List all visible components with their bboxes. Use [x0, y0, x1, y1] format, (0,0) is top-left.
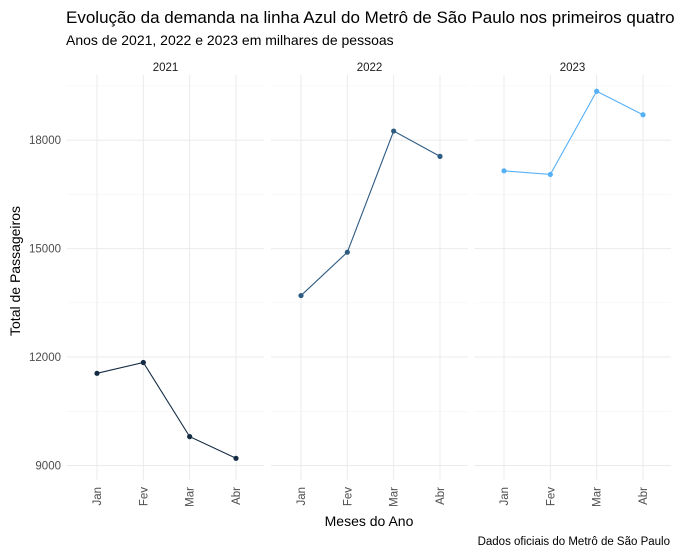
data-point: [233, 455, 239, 461]
y-tick-label: 18000: [29, 135, 61, 147]
data-point: [298, 292, 304, 299]
facet-label: 2023: [560, 62, 586, 74]
facet-panel-2023: 2023 Jan Fev Mar Abr: [474, 62, 671, 507]
chart-caption: Dados oficiais do Metrô de São Paulo: [478, 536, 670, 548]
y-axis-title: Total de Passageiros: [7, 206, 23, 336]
x-tick-label: Mar: [592, 487, 604, 507]
data-point: [501, 168, 507, 174]
data-point: [547, 171, 553, 178]
data-point: [391, 128, 397, 134]
data-point: [344, 249, 350, 255]
y-tick-label: 15000: [29, 244, 61, 256]
data-point: [140, 359, 146, 366]
data-point: [594, 88, 600, 94]
facet-panel-2022: 2022 Jan Fev Mar Abr: [271, 62, 468, 507]
x-tick-label: Fev: [545, 487, 557, 506]
y-tick-label: 12000: [29, 352, 61, 364]
x-tick-label: Mar: [185, 487, 197, 507]
y-tick-label: 9000: [35, 461, 61, 473]
data-point: [640, 112, 646, 118]
x-tick-label: Jan: [92, 487, 104, 506]
x-tick-label: Fev: [342, 487, 354, 506]
series-line-2021: [96, 361, 237, 459]
x-tick-label: Abr: [638, 487, 650, 505]
chart-subtitle: Anos de 2021, 2022 e 2023 em milhares de…: [66, 32, 394, 48]
data-point: [94, 370, 100, 376]
x-tick-label: Jan: [499, 487, 511, 506]
series-line-2023: [503, 90, 644, 176]
x-tick-label: Mar: [389, 487, 401, 507]
x-tick-label: Abr: [231, 487, 243, 505]
facet-panel-2021: 2021 Jan Fev Mar Abr: [67, 62, 264, 507]
facet-panels: 2021 Jan Fev Mar Abr 2022 Jan Fev Mar Abr 2023 Jan F…: [67, 62, 671, 507]
y-axis-ticks: 9000 12000 15000 18000: [29, 135, 61, 472]
x-tick-label: Jan: [296, 487, 308, 506]
x-tick-label: Abr: [435, 487, 447, 505]
x-tick-label: Fev: [138, 487, 150, 506]
series-line-2022: [300, 130, 441, 296]
facet-label: 2021: [153, 62, 179, 74]
facet-label: 2022: [357, 62, 383, 74]
x-axis-title: Meses do Ano: [325, 513, 414, 529]
data-point: [437, 153, 443, 159]
chart-title: Evolução da demanda na linha Azul do Met…: [66, 8, 678, 27]
data-point: [187, 434, 193, 440]
